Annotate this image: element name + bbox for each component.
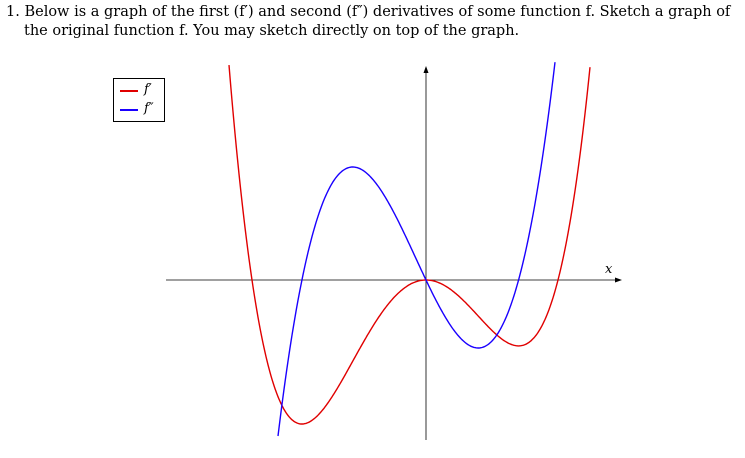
legend-swatch-f-prime: [120, 90, 138, 92]
problem-text-1: Below is a graph of the first (f′) and s…: [24, 4, 731, 20]
problem-statement: 1. Below is a graph of the first (f′) an…: [6, 3, 736, 41]
series-f-prime-line: [228, 65, 591, 425]
legend-label-f-double-prime: f″: [144, 101, 154, 116]
problem-number: 1.: [6, 4, 20, 20]
legend-label-f-prime: f′: [144, 82, 152, 97]
legend-item-f-double-prime: f″: [118, 100, 164, 118]
y-axis-arrow: [423, 66, 429, 73]
problem-line-2: the original function f. You may sketch …: [24, 23, 520, 39]
series-f-double-prime-line: [277, 62, 556, 437]
legend: f′ f″: [113, 78, 165, 122]
legend-item-f-prime: f′: [118, 81, 164, 99]
x-axis-label: x: [605, 262, 613, 277]
x-axis-arrow: [615, 277, 622, 283]
legend-swatch-f-double-prime: [120, 109, 138, 111]
problem-line-1: 1. Below is a graph of the first (f′) an…: [6, 3, 736, 22]
